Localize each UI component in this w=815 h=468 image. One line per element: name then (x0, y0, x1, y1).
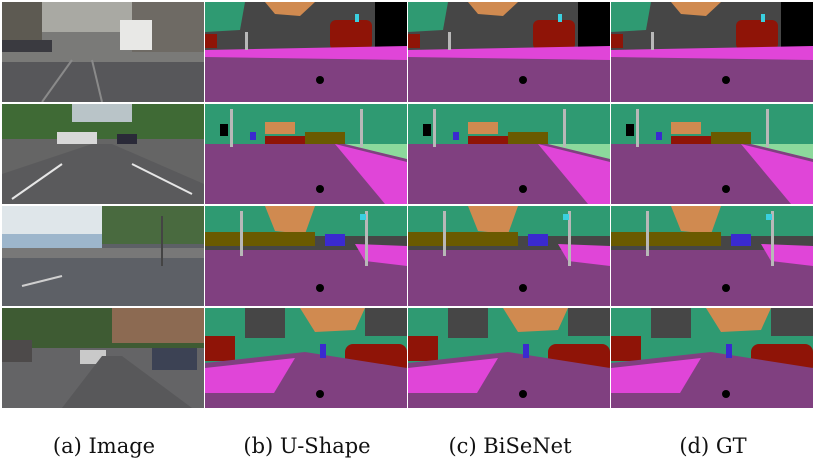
column-image (2, 2, 204, 410)
caption-bisenet: (c) BiSeNet (448, 434, 572, 458)
column-gt (611, 2, 813, 410)
caption-u-shape: (b) U-Shape (243, 434, 371, 458)
segmentation-gt-row-1 (611, 2, 813, 102)
column-u-shape (205, 2, 407, 410)
segmentation-gt-row-2 (611, 104, 813, 204)
segmentation-bisenet-row-1 (408, 2, 610, 102)
segmentation-bisenet-row-4 (408, 308, 610, 408)
segmentation-gt-row-3 (611, 206, 813, 306)
photo-row-4 (2, 308, 204, 408)
segmentation-u-shape-row-1 (205, 2, 407, 102)
photo-row-2 (2, 104, 204, 204)
segmentation-u-shape-row-4 (205, 308, 407, 408)
segmentation-gt-row-4 (611, 308, 813, 408)
segmentation-bisenet-row-2 (408, 104, 610, 204)
caption-gt: (d) GT (679, 434, 747, 458)
segmentation-u-shape-row-2 (205, 104, 407, 204)
segmentation-u-shape-row-3 (205, 206, 407, 306)
caption-image: (a) Image (52, 434, 156, 458)
figure-grid (2, 2, 813, 410)
column-bisenet (408, 2, 610, 410)
photo-row-1 (2, 2, 204, 102)
segmentation-bisenet-row-3 (408, 206, 610, 306)
photo-row-3 (2, 206, 204, 306)
